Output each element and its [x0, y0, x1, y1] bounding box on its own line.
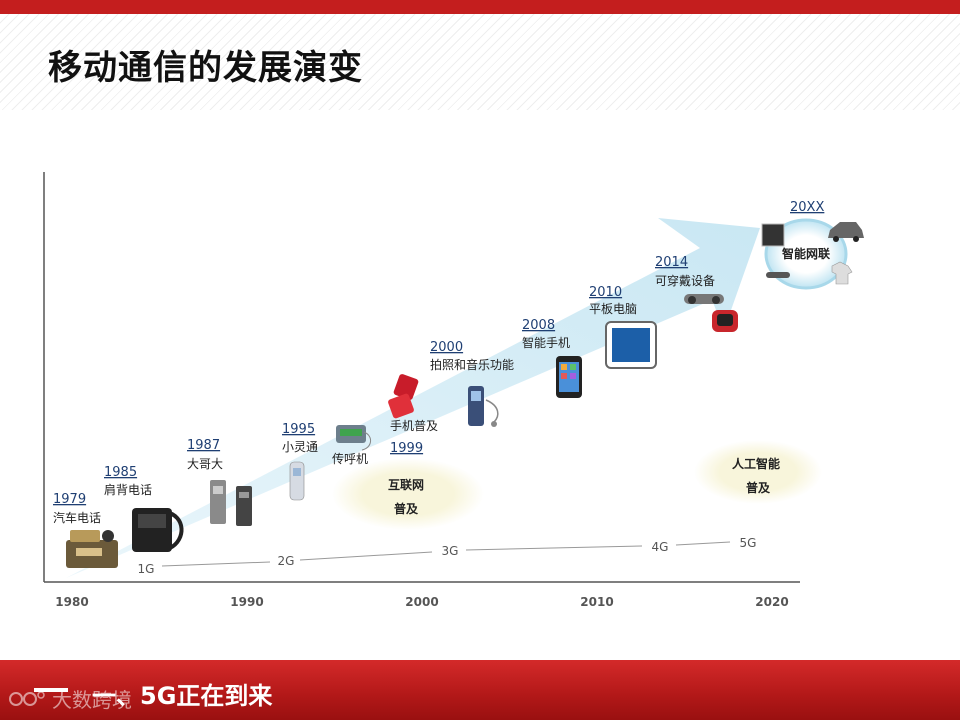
pager-icon: [336, 425, 371, 451]
axis-year-labels: 1980 1990 2000 2010 2020: [55, 595, 788, 609]
section-dash: [34, 688, 68, 692]
year-1987: 1987: [187, 438, 220, 453]
section-title: 一、5G正在到来: [92, 682, 273, 710]
internet-bubble: [332, 458, 484, 530]
year-2010: 2010: [589, 285, 622, 300]
bottom-red-bar: [0, 660, 960, 720]
wearable-icon: [684, 294, 738, 332]
year-1979: 1979: [53, 492, 86, 507]
generation-3G: 3G: [442, 544, 459, 558]
music-phone-icon: [468, 386, 499, 427]
axis-year-1980: 1980: [55, 595, 88, 609]
flip-phone-icon: [388, 374, 419, 419]
label-tablet: 平板电脑: [589, 302, 637, 316]
year-1995: 1995: [282, 422, 315, 437]
evolution-diagram: 1980 1990 2000 2010 2020 1G 2G 3G 4G 5G 互联网 普及 人…: [43, 172, 864, 609]
watermark-text: 大数跨境: [52, 688, 132, 712]
label-iot: 智能网联: [781, 246, 830, 261]
watermark: 大数跨境: [8, 684, 132, 713]
phs-phone-icon: [289, 461, 305, 501]
label-camera-music: 拍照和音乐功能: [430, 357, 514, 372]
smartphone-icon: [556, 356, 582, 398]
year-1999: 1999: [390, 441, 423, 456]
tablet-icon: [605, 321, 657, 369]
generation-4G: 4G: [652, 540, 669, 554]
ai-bubble-line1: 人工智能: [732, 456, 780, 471]
axis-year-1990: 1990: [230, 595, 263, 609]
label-pager: 传呼机: [332, 451, 368, 466]
brick-phone-icon: [210, 480, 252, 526]
label-car-phone: 汽车电话: [53, 510, 101, 525]
generation-1G: 1G: [138, 562, 155, 576]
title-area: [0, 14, 960, 110]
milestone-labels: 汽车电话 肩背电话 大哥大 小灵通 传呼机 手机普及 拍照和音乐功能 智能手机 …: [53, 246, 830, 525]
slide-title: 移动通信的发展演变: [48, 48, 363, 88]
generation-line: [161, 541, 731, 567]
label-smartphone: 智能手机: [522, 335, 570, 350]
generation-2G: 2G: [278, 554, 295, 568]
label-brick-phone: 大哥大: [187, 457, 223, 471]
watermark-logo-icon: [9, 690, 45, 706]
generation-5G: 5G: [740, 536, 757, 550]
label-phone-popular: 手机普及: [390, 419, 438, 433]
ai-bubble: [694, 440, 822, 504]
label-phs: 小灵通: [282, 440, 318, 454]
iot-ring: [764, 218, 848, 290]
iot-devices-icon: [761, 222, 864, 285]
ai-bubble-line2: 普及: [746, 480, 771, 495]
internet-bubble-line2: 普及: [394, 501, 419, 516]
year-2000: 2000: [430, 340, 463, 355]
axis-year-2020: 2020: [755, 595, 788, 609]
milestone-years: 1979 1985 1987 1995 1999 2000 2008 2010 …: [53, 200, 824, 507]
year-20XX: 20XX: [790, 200, 824, 215]
generation-labels: 1G 2G 3G 4G 5G: [138, 536, 757, 576]
label-bag-phone: 肩背电话: [104, 482, 152, 497]
label-wearable: 可穿戴设备: [655, 273, 715, 288]
axis-year-2000: 2000: [405, 595, 438, 609]
year-1985: 1985: [104, 465, 137, 480]
axis-year-2010: 2010: [580, 595, 613, 609]
year-2014: 2014: [655, 255, 688, 270]
bag-phone-icon: [132, 508, 184, 552]
internet-bubble-line1: 互联网: [388, 478, 424, 492]
top-red-band: [0, 0, 960, 14]
year-2008: 2008: [522, 318, 555, 333]
car-phone-icon: [66, 530, 118, 568]
